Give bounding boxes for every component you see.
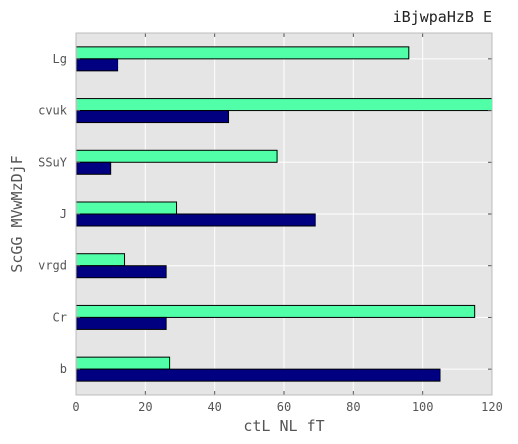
chart-title: iBjwpaHzB E xyxy=(393,8,492,26)
y-tick-label: vrgd xyxy=(38,259,67,273)
bar-cvuk-series-1 xyxy=(75,98,493,112)
plot-frame xyxy=(75,32,493,396)
bars xyxy=(75,46,493,382)
bar-Lg-series-2 xyxy=(75,58,119,72)
bar-b-series-1 xyxy=(75,356,171,370)
y-tick-label: cvuk xyxy=(38,104,68,118)
bar-SSuY-series-1 xyxy=(75,149,278,163)
bar-SSuY-series-2 xyxy=(75,161,112,175)
x-tick-label: 100 xyxy=(412,400,434,414)
x-tick-label: 60 xyxy=(277,400,291,414)
bar-vrgd-series-1 xyxy=(75,253,126,267)
x-tick-label: 40 xyxy=(207,400,221,414)
bar-Cr-series-1 xyxy=(75,304,476,318)
bar-J-series-2 xyxy=(75,213,316,227)
y-tick-label: b xyxy=(60,362,67,376)
y-tick-label: J xyxy=(60,207,67,221)
x-axis-label: ctL NL fT xyxy=(243,417,324,435)
bar-J-series-1 xyxy=(75,201,178,215)
x-tick-label: 80 xyxy=(346,400,360,414)
y-tick-label: SSuY xyxy=(38,155,68,169)
bar-vrgd-series-2 xyxy=(75,265,167,279)
x-tick-label: 120 xyxy=(481,400,503,414)
x-tick-label: 20 xyxy=(138,400,152,414)
bar-cvuk-series-2 xyxy=(75,110,230,124)
bar-b-series-2 xyxy=(75,368,441,382)
y-tick-label: Cr xyxy=(53,310,67,324)
y-axis-label: ScGG MVwMzDjF xyxy=(8,155,26,272)
bar-Cr-series-2 xyxy=(75,316,167,330)
bar-Lg-series-1 xyxy=(75,46,410,60)
x-tick-label: 0 xyxy=(72,400,79,414)
y-tick-label: Lg xyxy=(53,52,67,66)
